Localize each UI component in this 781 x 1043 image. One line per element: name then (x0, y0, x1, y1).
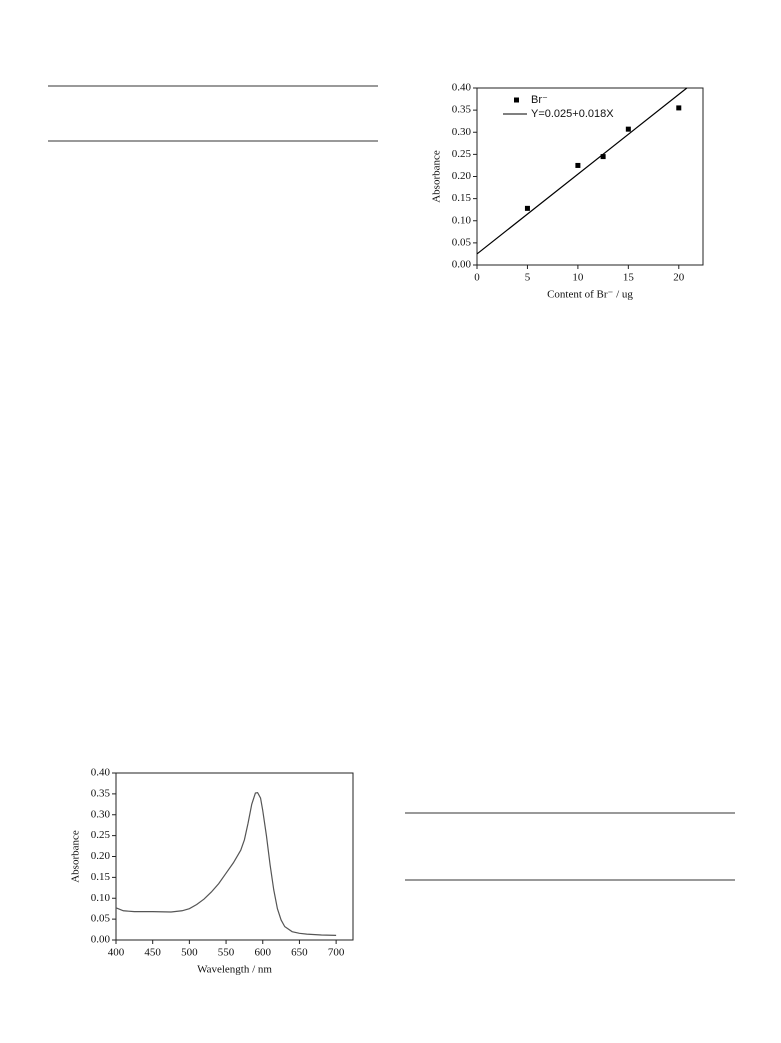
x-tick-label: 600 (254, 947, 271, 959)
legend-label: Br⁻ (531, 94, 548, 106)
x-tick-label: 20 (673, 272, 685, 284)
y-tick-label: 0.00 (91, 934, 111, 946)
y-tick-label: 0.25 (91, 829, 111, 841)
y-axis-label: Absorbance (70, 830, 82, 883)
y-tick-label: 0.05 (452, 236, 472, 248)
y-tick-label: 0.35 (91, 787, 111, 799)
data-line (115, 791, 337, 937)
x-tick-label: 650 (291, 947, 308, 959)
y-tick-label: 0.40 (91, 767, 111, 779)
x-tick-label: 550 (218, 947, 235, 959)
y-tick-label: 0.30 (91, 808, 111, 820)
x-tick-label: 400 (108, 947, 125, 959)
y-tick-label: 0.10 (452, 214, 472, 226)
y-axis-label: Absorbance (431, 150, 443, 203)
legend-marker (514, 97, 519, 103)
y-tick-label: 0.10 (91, 892, 111, 904)
y-tick-label: 0.40 (452, 82, 472, 94)
y-tick-label: 0.15 (452, 192, 472, 204)
data-point (676, 105, 682, 111)
y-tick-label: 0.25 (452, 148, 472, 160)
x-tick-label: 15 (623, 272, 635, 284)
x-tick-label: 500 (181, 947, 198, 959)
plot-frame (115, 772, 354, 941)
x-axis-label: Wavelength / nm (197, 964, 272, 976)
y-tick-label: 0.15 (91, 871, 111, 883)
x-tick-label: 10 (572, 272, 584, 284)
data-line (476, 87, 688, 255)
data-point (600, 154, 606, 160)
y-tick-label: 0.20 (452, 170, 472, 182)
y-tick-label: 0.35 (452, 104, 472, 116)
x-tick-label: 0 (474, 272, 480, 284)
y-tick-label: 0.20 (91, 850, 111, 862)
data-point (575, 162, 581, 168)
y-tick-label: 0.05 (91, 913, 111, 925)
y-tick-label: 0.00 (452, 259, 472, 271)
legend-label: Y=0.025+0.018X (531, 108, 614, 120)
data-point (625, 126, 631, 132)
y-tick-label: 0.30 (452, 126, 472, 138)
x-tick-label: 700 (328, 947, 345, 959)
x-axis-label: Content of Br⁻ / ug (547, 289, 633, 301)
x-tick-label: 450 (144, 947, 161, 959)
data-point (524, 205, 530, 211)
x-tick-label: 5 (525, 272, 531, 284)
